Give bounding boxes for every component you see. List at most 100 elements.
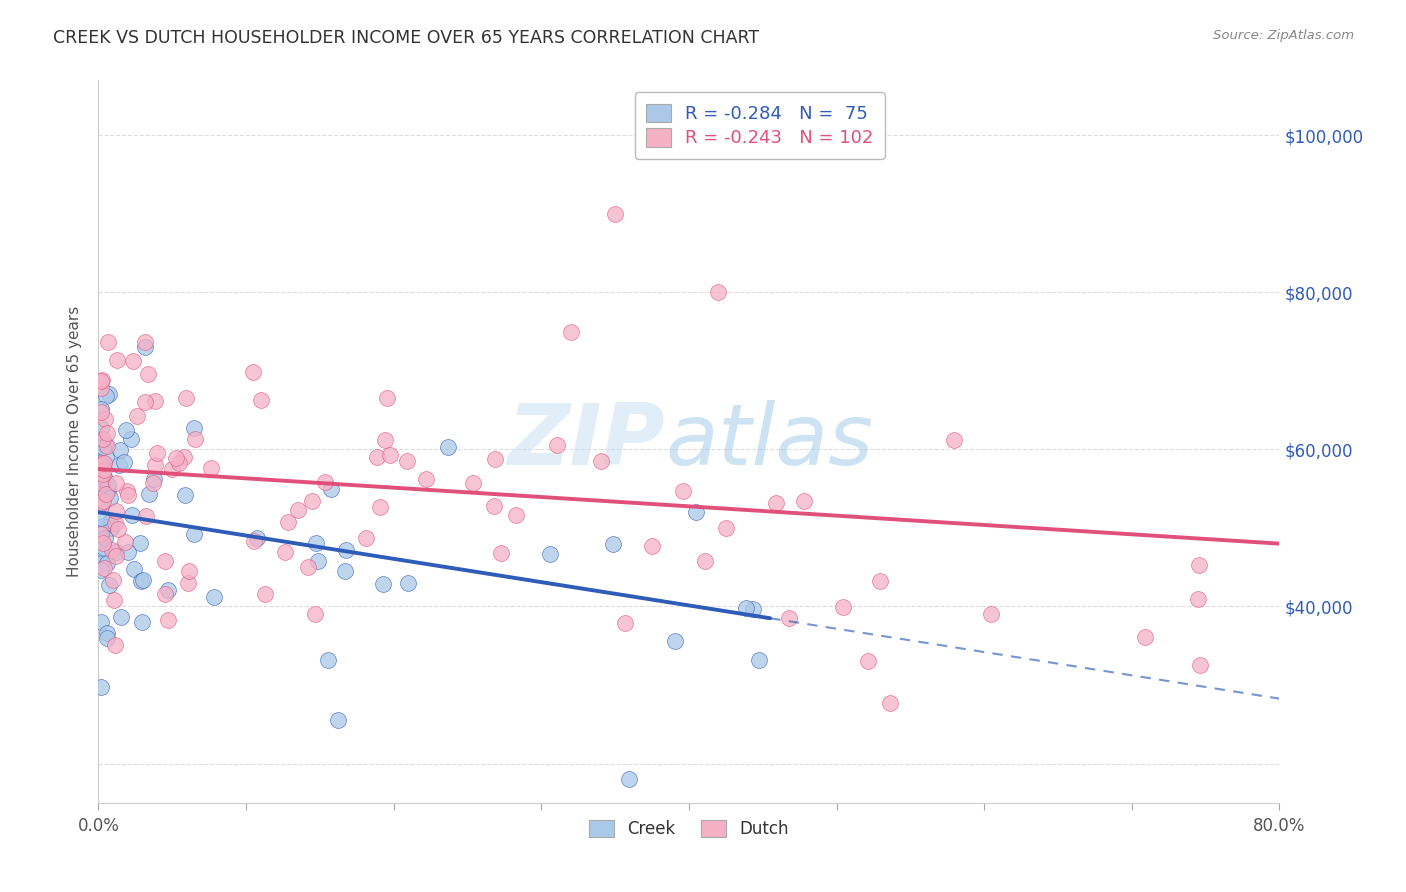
- Point: [735, 601, 758, 615]
- Point: [131, 615, 153, 629]
- Text: CREEK VS DUTCH HOUSEHOLDER INCOME OVER 65 YEARS CORRELATION CHART: CREEK VS DUTCH HOUSEHOLDER INCOME OVER 6…: [53, 29, 759, 46]
- Point: [135, 509, 157, 524]
- Point: [173, 450, 195, 464]
- Point: [108, 442, 131, 457]
- Point: [177, 575, 200, 590]
- Point: [91, 556, 114, 570]
- Point: [115, 483, 138, 498]
- Point: [122, 354, 145, 368]
- Point: [162, 462, 184, 476]
- Point: [980, 607, 1002, 621]
- Point: [165, 450, 187, 465]
- Point: [153, 554, 176, 568]
- Point: [1188, 558, 1211, 572]
- Point: [274, 544, 297, 558]
- Point: [134, 340, 156, 354]
- Point: [664, 633, 686, 648]
- Point: [104, 549, 127, 564]
- Point: [91, 519, 114, 533]
- Point: [641, 539, 664, 553]
- Point: [314, 475, 336, 489]
- Point: [90, 510, 112, 524]
- Point: [366, 450, 388, 465]
- Point: [90, 402, 112, 417]
- Point: [505, 508, 527, 522]
- Point: [107, 522, 129, 536]
- Point: [90, 527, 112, 541]
- Point: [91, 536, 114, 550]
- Point: [96, 631, 118, 645]
- Point: [183, 421, 205, 435]
- Point: [94, 486, 117, 500]
- Point: [316, 653, 339, 667]
- Point: [253, 586, 276, 600]
- Point: [96, 626, 118, 640]
- Point: [90, 485, 112, 500]
- Point: [482, 500, 505, 514]
- Point: [142, 475, 165, 490]
- Point: [277, 515, 299, 529]
- Point: [96, 439, 118, 453]
- Point: [560, 325, 582, 339]
- Point: [156, 613, 179, 627]
- Point: [174, 488, 197, 502]
- Point: [120, 432, 142, 446]
- Point: [104, 475, 127, 490]
- Point: [90, 405, 112, 419]
- Text: Source: ZipAtlas.com: Source: ZipAtlas.com: [1213, 29, 1354, 42]
- Point: [415, 472, 437, 486]
- Point: [90, 434, 112, 449]
- Point: [287, 503, 309, 517]
- Point: [242, 533, 264, 548]
- Point: [94, 450, 117, 464]
- Y-axis label: Householder Income Over 65 years: Householder Income Over 65 years: [67, 306, 83, 577]
- Point: [375, 391, 398, 405]
- Point: [91, 432, 114, 446]
- Point: [124, 562, 146, 576]
- Point: [91, 494, 114, 508]
- Point: [97, 335, 120, 350]
- Text: ZIP: ZIP: [508, 400, 665, 483]
- Point: [98, 387, 121, 401]
- Point: [114, 535, 136, 549]
- Point: [98, 578, 121, 592]
- Point: [90, 458, 112, 472]
- Point: [94, 531, 117, 545]
- Point: [589, 454, 612, 468]
- Point: [134, 395, 156, 409]
- Point: [96, 557, 118, 571]
- Point: [105, 353, 128, 368]
- Point: [707, 285, 730, 300]
- Point: [90, 464, 112, 478]
- Point: [489, 546, 512, 560]
- Point: [90, 496, 112, 510]
- Point: [605, 207, 627, 221]
- Point: [396, 454, 419, 468]
- Point: [856, 654, 879, 668]
- Point: [1187, 592, 1209, 607]
- Point: [90, 549, 112, 564]
- Point: [93, 411, 115, 425]
- Point: [249, 393, 271, 408]
- Point: [90, 500, 112, 514]
- Point: [103, 593, 125, 607]
- Point: [200, 460, 222, 475]
- Point: [93, 463, 115, 477]
- Point: [305, 535, 328, 549]
- Point: [742, 601, 765, 615]
- Point: [602, 537, 624, 551]
- Text: atlas: atlas: [665, 400, 873, 483]
- Point: [94, 437, 117, 451]
- Point: [117, 488, 139, 502]
- Point: [672, 484, 695, 499]
- Point: [91, 373, 114, 387]
- Point: [246, 531, 269, 545]
- Point: [117, 545, 139, 559]
- Point: [110, 610, 132, 624]
- Point: [304, 607, 326, 621]
- Point: [374, 434, 396, 448]
- Point: [94, 389, 117, 403]
- Point: [142, 472, 165, 486]
- Point: [869, 574, 891, 589]
- Point: [90, 456, 112, 470]
